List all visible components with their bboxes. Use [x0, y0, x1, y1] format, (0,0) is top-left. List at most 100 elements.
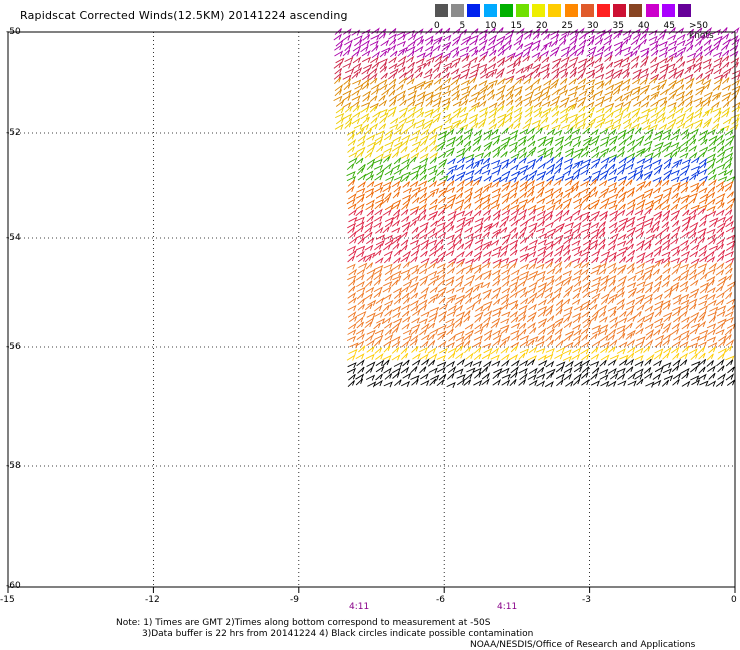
wind-barb — [347, 138, 357, 147]
wind-barb — [702, 110, 710, 118]
wind-barb — [466, 303, 476, 311]
wind-barb — [725, 339, 735, 347]
wind-barb — [510, 329, 520, 336]
wind-barb — [677, 100, 685, 108]
wind-barb — [432, 101, 442, 108]
wind-barb — [581, 286, 590, 294]
wind-barb — [375, 198, 385, 205]
wind-barb — [662, 368, 673, 375]
wind-barb — [599, 202, 608, 210]
wind-barb — [492, 214, 501, 221]
wind-barb — [582, 280, 592, 288]
wind-barb — [393, 249, 402, 257]
wind-barb — [474, 225, 483, 234]
wind-barb — [645, 311, 655, 318]
wind-barb — [640, 50, 650, 58]
wind-barb — [366, 329, 376, 336]
wind-barb — [609, 310, 617, 318]
wind-barb — [474, 186, 484, 194]
wind-barb — [391, 151, 400, 159]
wind-barb — [726, 191, 734, 199]
wind-barb — [428, 249, 438, 257]
wind-barb — [706, 228, 716, 235]
wind-barb — [351, 29, 361, 36]
wind-barb — [644, 199, 655, 206]
wind-barb — [381, 88, 390, 96]
wind-barb — [384, 268, 394, 275]
wind-barb — [474, 316, 482, 323]
color-scale-label: 30 — [587, 21, 599, 31]
wind-barb — [361, 28, 371, 36]
wind-barb — [491, 251, 501, 258]
wind-barb — [626, 186, 636, 194]
wind-barb — [346, 367, 357, 374]
wind-barb — [357, 237, 365, 245]
wind-barb — [401, 203, 409, 211]
wind-barb — [460, 79, 470, 86]
wind-barb — [483, 300, 493, 307]
wind-barb — [526, 127, 536, 135]
wind-barb — [474, 273, 484, 281]
wind-barb — [406, 45, 416, 52]
wind-barb — [418, 197, 428, 204]
wind-barb — [349, 231, 357, 239]
wind-barb — [496, 67, 506, 75]
wind-barb — [392, 191, 400, 199]
wind-barb — [569, 85, 579, 92]
color-swatch — [548, 4, 562, 17]
wind-barb — [691, 243, 700, 251]
wind-barb — [374, 265, 384, 272]
wind-barb — [419, 192, 427, 200]
wind-barb — [555, 299, 564, 306]
wind-barb — [535, 263, 545, 270]
wind-barb — [396, 84, 404, 91]
wind-barb — [697, 237, 705, 245]
wind-barb — [380, 39, 390, 47]
wind-barb — [483, 329, 493, 336]
wind-barb — [504, 39, 512, 47]
wind-barb — [587, 39, 595, 47]
wind-barb — [537, 305, 548, 312]
wind-barb — [681, 372, 689, 380]
wind-barb — [658, 73, 667, 81]
wind-barb — [333, 73, 342, 80]
wind-barb — [725, 373, 735, 381]
wind-barb — [724, 250, 734, 257]
wind-barb — [474, 322, 483, 330]
color-swatch — [580, 4, 594, 17]
wind-barb — [348, 151, 358, 158]
wind-barb — [608, 155, 617, 163]
wind-barb — [680, 186, 689, 194]
wind-barb — [506, 52, 516, 59]
wind-barb — [492, 164, 502, 171]
wind-barb — [635, 185, 644, 192]
wind-barb — [510, 208, 520, 216]
wind-barb — [424, 79, 434, 86]
wind-barb — [691, 156, 700, 164]
wind-barb — [699, 214, 708, 222]
wind-barb — [437, 279, 446, 287]
wind-barb — [621, 94, 630, 102]
wind-barb — [627, 282, 637, 289]
wind-barb — [526, 196, 536, 204]
wind-barb — [598, 238, 606, 246]
wind-barb — [483, 151, 492, 159]
wind-barb — [608, 238, 617, 246]
wind-barb — [491, 187, 502, 194]
wind-barb — [644, 293, 654, 300]
wind-barb — [378, 78, 388, 86]
wind-barb — [630, 50, 638, 57]
wind-barb — [473, 297, 482, 305]
wind-barb — [483, 129, 493, 136]
wind-barb — [626, 352, 635, 360]
wind-barb — [693, 61, 703, 68]
wind-barb — [393, 127, 403, 135]
wind-barb — [596, 29, 606, 36]
wind-barb — [643, 146, 651, 154]
wind-barb — [514, 111, 523, 118]
wind-barb — [614, 111, 624, 119]
wind-barb — [402, 315, 411, 323]
wind-barb — [572, 323, 582, 330]
wind-barb — [607, 359, 617, 366]
wind-barb — [428, 180, 438, 188]
